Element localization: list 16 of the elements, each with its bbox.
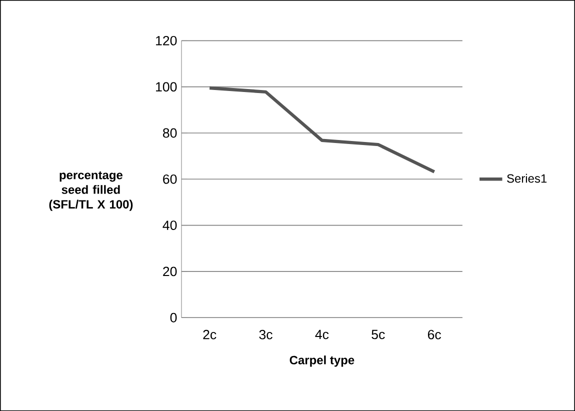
line-series	[208, 86, 436, 174]
x-tick-label: 5c	[372, 330, 385, 340]
y-axis-title: percentage seed filled (SFL/TL X 100)	[49, 171, 133, 211]
x-tick-label: 3c	[259, 330, 272, 340]
y-tick-label: 100	[156, 82, 177, 92]
y-tick-label: 0	[170, 312, 177, 322]
x-axis-title: Carpel type	[290, 355, 354, 367]
x-tick-label: 6c	[428, 330, 442, 340]
x-tick-label: 4c	[315, 330, 329, 340]
y-tick-label: 80	[163, 128, 177, 138]
y-tick-label: 60	[163, 174, 177, 184]
y-tick-label: 120	[156, 36, 177, 46]
x-tick-label: 2c	[203, 330, 216, 340]
y-tick-label: 20	[163, 266, 177, 276]
y-tick-label: 40	[162, 220, 177, 230]
legend-label: Series1	[507, 174, 547, 183]
